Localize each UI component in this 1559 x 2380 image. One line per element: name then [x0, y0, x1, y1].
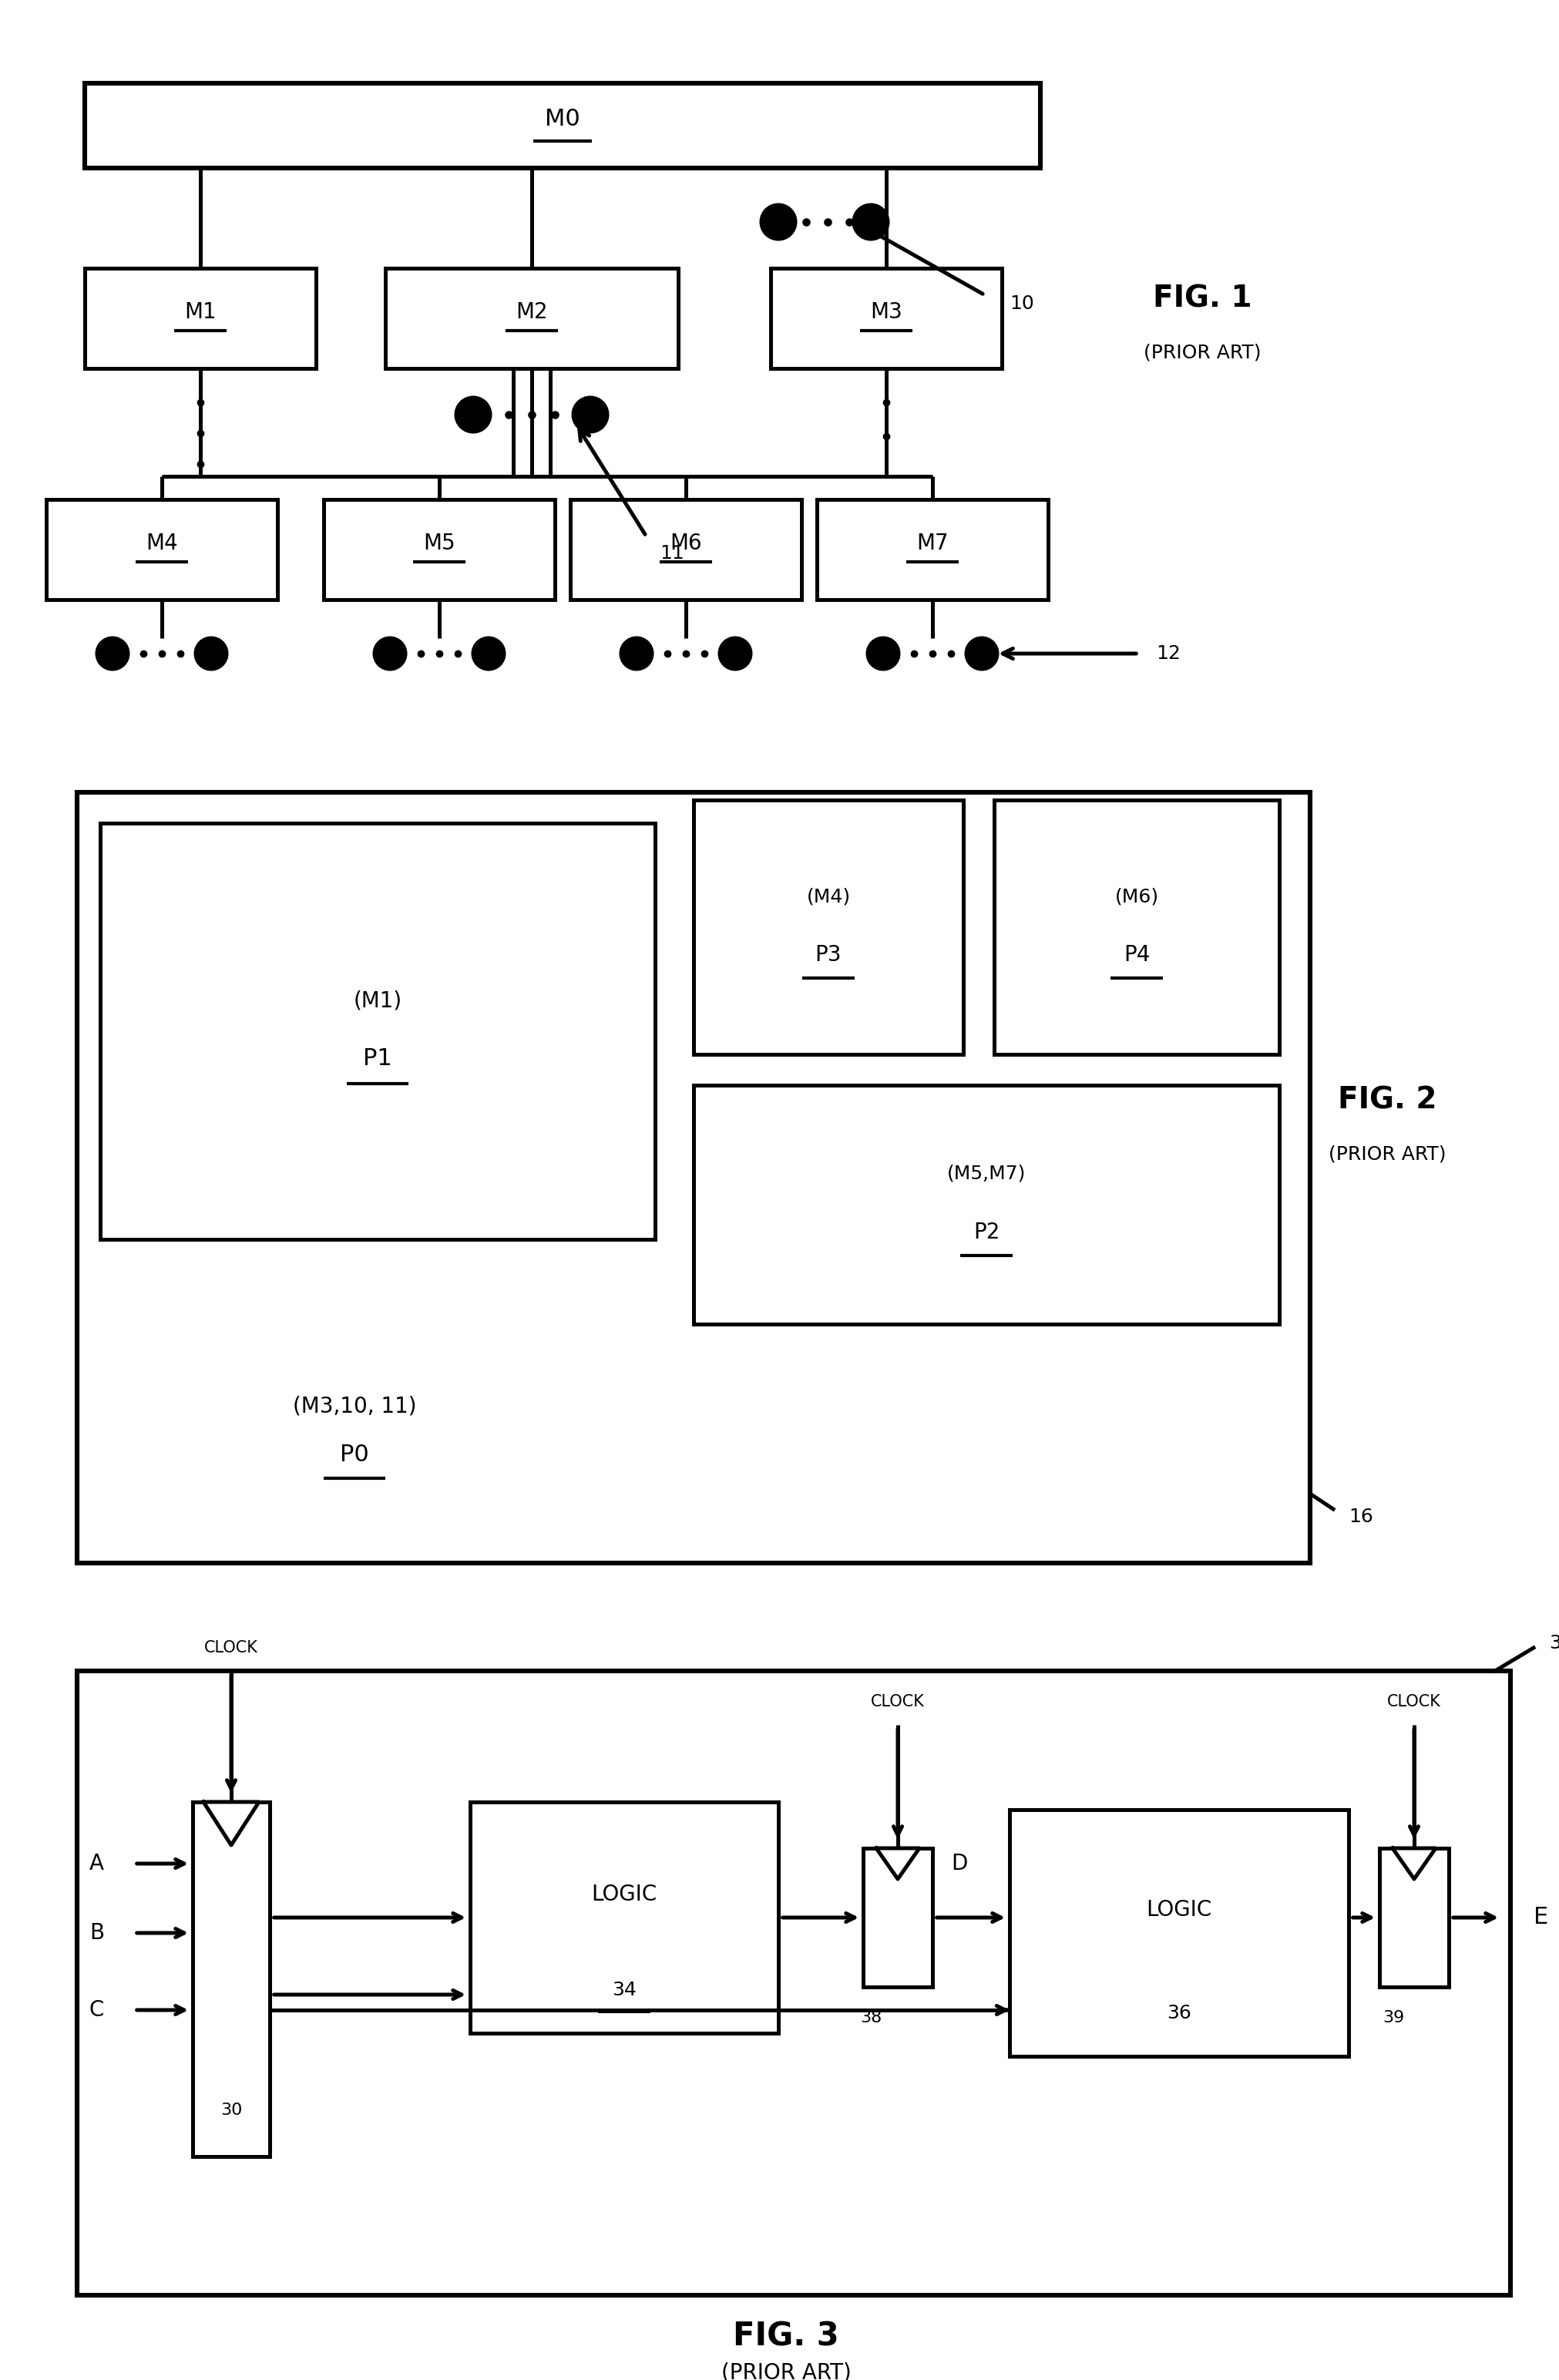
Text: 38: 38: [859, 2011, 881, 2025]
Text: M7: M7: [917, 533, 948, 555]
Bar: [993, 800, 1278, 1054]
Text: 16: 16: [1349, 1507, 1372, 1526]
Text: M5: M5: [422, 533, 455, 555]
Text: E: E: [1532, 1906, 1548, 1928]
Text: 12: 12: [1155, 645, 1180, 662]
Bar: [469, 1802, 778, 2033]
Bar: [100, 823, 655, 1240]
Bar: [84, 269, 316, 369]
Text: FIG. 2: FIG. 2: [1338, 1085, 1436, 1116]
Text: M2: M2: [516, 302, 547, 324]
Circle shape: [867, 638, 898, 669]
Bar: [324, 500, 555, 600]
Bar: [76, 793, 1310, 1564]
Circle shape: [574, 397, 606, 431]
Text: M6: M6: [669, 533, 702, 555]
Bar: [770, 269, 1001, 369]
Text: CLOCK: CLOCK: [1386, 1695, 1441, 1709]
Circle shape: [374, 638, 405, 669]
Circle shape: [620, 638, 652, 669]
Text: M0: M0: [544, 107, 580, 131]
Text: LOGIC: LOGIC: [591, 1883, 656, 1906]
Circle shape: [853, 205, 887, 238]
Bar: [571, 500, 801, 600]
Text: FIG. 3: FIG. 3: [733, 2320, 839, 2354]
Text: (PRIOR ART): (PRIOR ART): [1143, 343, 1260, 362]
Text: A: A: [89, 1852, 104, 1875]
Bar: [84, 83, 1040, 169]
Text: D: D: [951, 1852, 967, 1875]
Text: (PRIOR ART): (PRIOR ART): [720, 2361, 851, 2380]
Bar: [193, 1802, 270, 2156]
Circle shape: [97, 638, 128, 669]
Text: 30: 30: [220, 2102, 242, 2118]
Text: P1: P1: [363, 1047, 391, 1071]
Circle shape: [719, 638, 750, 669]
Circle shape: [472, 638, 504, 669]
Text: P2: P2: [973, 1221, 999, 1242]
Text: M1: M1: [184, 302, 217, 324]
Bar: [694, 800, 963, 1054]
Bar: [47, 500, 278, 600]
Text: P4: P4: [1122, 945, 1149, 966]
Circle shape: [195, 638, 226, 669]
Bar: [1009, 1809, 1349, 2056]
Text: M4: M4: [145, 533, 178, 555]
Bar: [76, 1671, 1509, 2294]
Text: P3: P3: [815, 945, 842, 966]
Circle shape: [761, 205, 795, 238]
Circle shape: [455, 397, 490, 431]
Text: B: B: [89, 1923, 104, 1944]
Text: CLOCK: CLOCK: [204, 1640, 257, 1656]
Text: 30: 30: [1548, 1635, 1559, 1652]
Circle shape: [967, 638, 996, 669]
Text: 36: 36: [1166, 2004, 1191, 2023]
Bar: [694, 1085, 1278, 1323]
Bar: [385, 269, 678, 369]
Text: M3: M3: [870, 302, 901, 324]
Text: FIG. 1: FIG. 1: [1152, 283, 1250, 314]
Text: CLOCK: CLOCK: [870, 1695, 924, 1709]
Text: (M4): (M4): [806, 888, 850, 907]
Text: (M1): (M1): [354, 990, 402, 1011]
Bar: [817, 500, 1048, 600]
Text: 34: 34: [611, 1980, 636, 1999]
Text: C: C: [89, 1999, 104, 2021]
Bar: [862, 1849, 932, 1987]
Bar: [1378, 1849, 1448, 1987]
Text: 11: 11: [659, 545, 684, 562]
Polygon shape: [203, 1802, 259, 1844]
Text: LOGIC: LOGIC: [1146, 1899, 1211, 1921]
Text: 10: 10: [1009, 295, 1034, 312]
Text: 39: 39: [1381, 2011, 1403, 2025]
Text: (M3,10, 11): (M3,10, 11): [293, 1395, 416, 1416]
Text: (PRIOR ART): (PRIOR ART): [1328, 1145, 1445, 1164]
Text: P0: P0: [340, 1445, 369, 1466]
Text: (M5,M7): (M5,M7): [946, 1164, 1026, 1183]
Polygon shape: [1392, 1849, 1434, 1880]
Polygon shape: [876, 1849, 918, 1880]
Text: (M6): (M6): [1115, 888, 1158, 907]
